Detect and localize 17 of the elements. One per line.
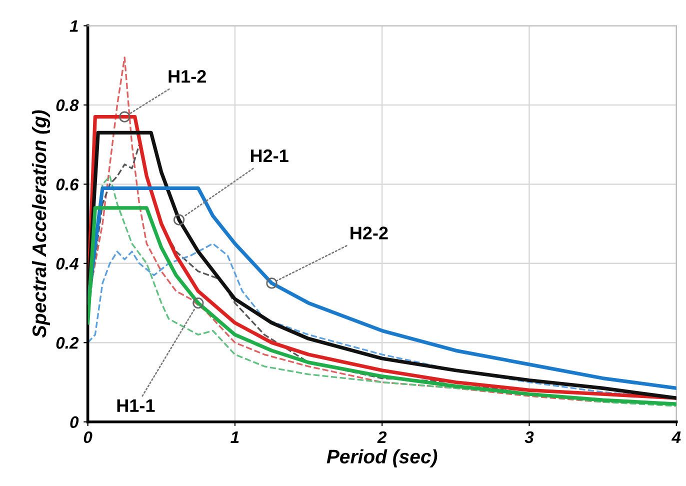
y-tick-label: 1 [70,20,78,32]
y-tick-label: 0.4 [56,258,78,270]
x-tick-label: 3 [524,431,534,444]
annotation: H2-1 [250,149,288,162]
annotation: H2-2 [350,226,388,240]
annotation: H1-2 [168,70,206,83]
y-tick-label: 0.8 [56,99,79,112]
x-axis-title: Period (sec) [326,449,438,468]
y-tick-label: 0.6 [56,178,79,190]
y-tick-label: 0 [70,416,79,428]
annotation: H1-1 [117,399,155,412]
x-tick-label: 0 [84,431,92,444]
x-tick-label: 4 [671,431,681,443]
x-tick-label: 2 [377,431,387,443]
y-axis-title: Spectral Acceleration (g) [32,110,50,338]
x-tick-label: 1 [230,431,239,443]
y-tick-label: 0.2 [56,337,79,349]
